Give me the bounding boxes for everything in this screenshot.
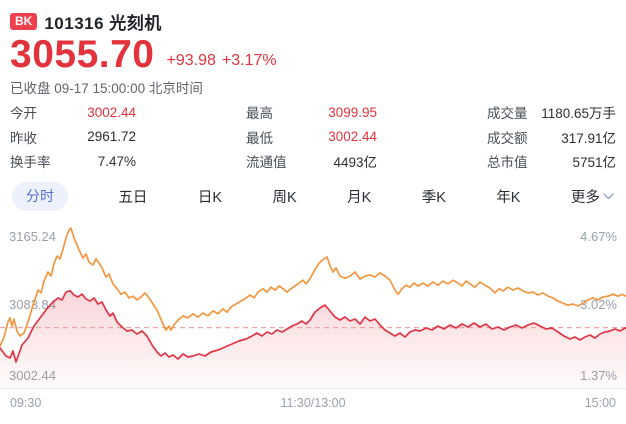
time-label-noon: 11:30/13:00 xyxy=(280,396,346,410)
chart-canvas xyxy=(0,227,626,388)
period-tabs: 分时 五日 日K 周K 月K 季K 年K 更多 xyxy=(0,181,626,211)
left-axis-label-top: 3165.24 xyxy=(9,229,56,244)
stat-label: 成交量 xyxy=(487,106,528,122)
change-percent: +3.17% xyxy=(221,52,277,69)
chevron-down-icon xyxy=(603,192,614,199)
tab-more[interactable]: 更多 xyxy=(571,186,614,207)
stat-value: 1180.65万手 xyxy=(541,106,616,122)
stat-value: 7.47% xyxy=(97,153,136,169)
tab-more-label: 更多 xyxy=(570,189,600,206)
change-amount: +93.98 xyxy=(166,52,216,69)
sector-type-badge: BK xyxy=(10,13,38,30)
stat-row: 流通值 4493亿 xyxy=(246,149,377,174)
stat-row: 今开 3002.44 xyxy=(10,100,136,125)
market-status: 已收盘 09-17 15:00:00 北京时间 xyxy=(10,81,203,96)
stat-value: 5751亿 xyxy=(572,155,616,171)
right-axis-label-top: 4.67% xyxy=(580,229,617,244)
tab-yearly-k[interactable]: 年K xyxy=(496,189,521,206)
stat-row: 成交量 1180.65万手 xyxy=(487,100,616,125)
comparison-line xyxy=(0,227,626,348)
price-change: +93.98 +3.17% xyxy=(166,52,282,75)
tab-weekly-k[interactable]: 周K xyxy=(272,189,297,206)
time-label-open: 09:30 xyxy=(10,396,42,410)
stat-value: 2961.72 xyxy=(87,129,136,145)
tab-quarterly-k[interactable]: 季K xyxy=(421,189,446,206)
stat-label: 总市值 xyxy=(487,155,528,171)
time-label-close: 15:00 xyxy=(584,396,616,410)
stat-row: 最低 3002.44 xyxy=(246,125,377,150)
stats-column-1: 今开 3002.44 昨收 2961.72 换手率 7.47% xyxy=(10,100,136,174)
price-row: 3055.70 +93.98 +3.17% xyxy=(0,34,626,75)
current-price: 3055.70 xyxy=(10,33,155,76)
stat-value: 3099.95 xyxy=(328,104,377,120)
intraday-chart[interactable]: 3165.24 3083.84 3002.44 4.67% 3.02% 1.37… xyxy=(0,220,626,388)
title-row: BK 101316 光刻机 xyxy=(0,0,626,34)
stat-label: 今开 xyxy=(10,106,37,122)
stat-label: 成交额 xyxy=(487,130,528,146)
tab-intraday[interactable]: 分时 xyxy=(12,181,68,211)
stats-grid: 今开 3002.44 昨收 2961.72 换手率 7.47% 最高 3099.… xyxy=(10,100,616,174)
tab-daily-k[interactable]: 日K xyxy=(197,189,223,206)
tab-monthly-k[interactable]: 月K xyxy=(347,189,372,206)
stat-row: 昨收 2961.72 xyxy=(10,125,136,150)
quote-header: BK 101316 光刻机 3055.70 +93.98 +3.17% 已收盘 0… xyxy=(0,0,626,97)
stat-label: 昨收 xyxy=(10,130,37,146)
stat-row: 总市值 5751亿 xyxy=(487,149,616,174)
stat-row: 最高 3099.95 xyxy=(246,100,377,125)
stat-row: 换手率 7.47% xyxy=(10,149,136,174)
stat-label: 换手率 xyxy=(10,155,51,171)
time-axis: 09:30 11:30/13:00 15:00 xyxy=(0,388,626,424)
page-title: 101316 光刻机 xyxy=(44,14,162,33)
right-axis-label-mid: 3.02% xyxy=(580,297,617,312)
stat-value: 3002.44 xyxy=(328,129,377,145)
stat-value: 3002.44 xyxy=(87,104,136,120)
stats-column-3: 成交量 1180.65万手 成交额 317.91亿 总市值 5751亿 xyxy=(487,100,616,174)
price-area-fill xyxy=(0,290,626,388)
stats-column-2: 最高 3099.95 最低 3002.44 流通值 4493亿 xyxy=(246,100,377,174)
stat-value: 317.91亿 xyxy=(561,130,616,146)
price-line xyxy=(0,289,626,363)
stat-row: 成交额 317.91亿 xyxy=(487,125,616,150)
stat-value: 4493亿 xyxy=(333,155,377,171)
stat-label: 最高 xyxy=(246,106,273,122)
stat-label: 最低 xyxy=(246,130,273,146)
stat-label: 流通值 xyxy=(246,155,287,171)
tab-5day[interactable]: 五日 xyxy=(118,189,148,206)
